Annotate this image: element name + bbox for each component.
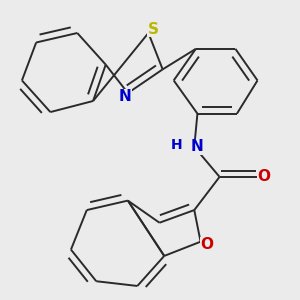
Text: N: N <box>191 139 204 154</box>
Text: S: S <box>148 22 159 37</box>
Text: N: N <box>118 89 131 104</box>
Text: O: O <box>200 237 213 252</box>
Text: O: O <box>257 169 270 184</box>
Text: H: H <box>171 138 183 152</box>
